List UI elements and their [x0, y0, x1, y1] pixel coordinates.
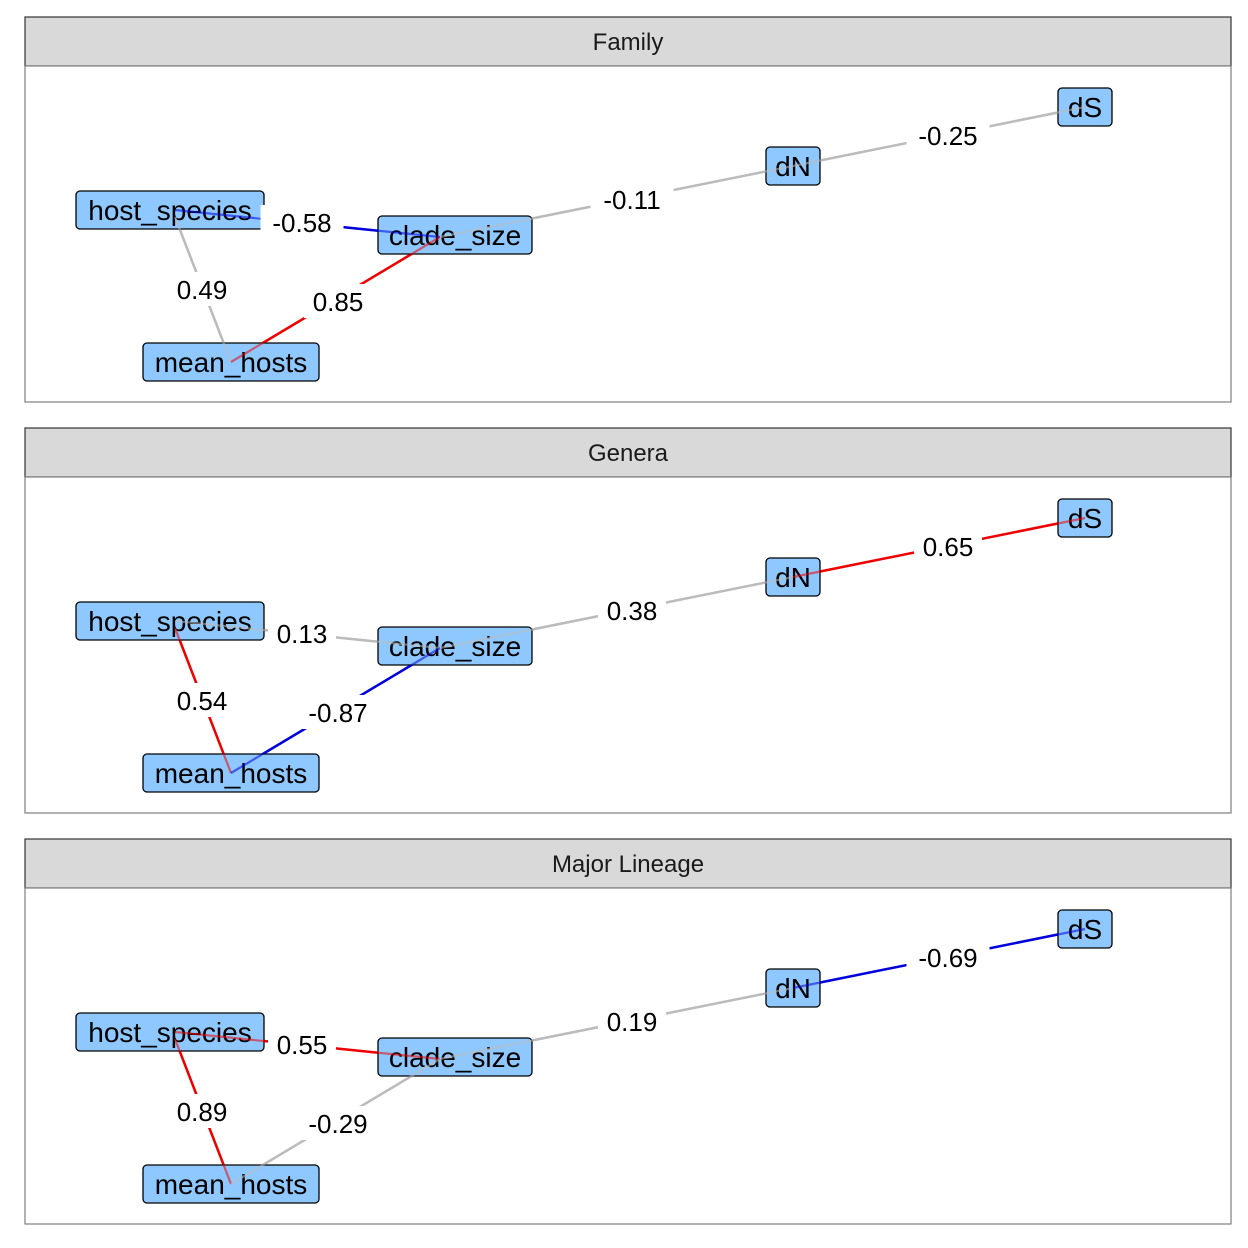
node-box-host_species [75, 1012, 265, 1052]
edge-label-bg [304, 284, 372, 318]
panel-major-lineage: Major Lineagehost_speciesclade_sizemean_… [24, 838, 1232, 1225]
edge-label-bg [168, 1094, 236, 1128]
edge-label-host_species-mean_hosts: 0.89 [177, 1097, 228, 1127]
edge-label-mean_hosts-clade_size: -0.29 [308, 1109, 367, 1139]
node-label-host_species: host_species [88, 606, 251, 637]
edge-label-bg [260, 205, 344, 239]
edge-label-bg [598, 593, 666, 627]
panel-title: Family [593, 29, 664, 56]
node-label-mean_hosts: mean_hosts [155, 1169, 308, 1200]
edge-label-bg [914, 529, 982, 563]
edge-label-clade_size-dN: 0.19 [607, 1007, 658, 1037]
edge-label-mean_hosts-clade_size: 0.85 [313, 287, 364, 317]
edge-label-mean_hosts-clade_size: -0.87 [308, 698, 367, 728]
edge-label-bg [590, 182, 674, 216]
node-box-host_species [75, 601, 265, 641]
panel-genera: Generahost_speciesclade_sizemean_hostsdN… [24, 427, 1232, 814]
panel-title: Major Lineage [552, 851, 704, 878]
edge-label-bg [906, 118, 990, 152]
edge-label-clade_size-dN: 0.38 [607, 596, 658, 626]
edge-label-bg [168, 683, 236, 717]
panel-strip [24, 16, 1232, 67]
edge-label-dN-dS: -0.25 [918, 121, 977, 151]
edge-label-host_species-clade_size: 0.13 [277, 619, 328, 649]
edge-label-host_species-clade_size: 0.55 [277, 1030, 328, 1060]
edge-label-bg [168, 272, 236, 306]
panel-strip [24, 427, 1232, 478]
edge-label-bg [268, 616, 336, 650]
edge-label-bg [268, 1027, 336, 1061]
edge-label-bg [598, 1004, 666, 1038]
edge-label-bg [296, 695, 380, 729]
edge-label-bg [906, 940, 990, 974]
panel-title: Genera [588, 440, 669, 467]
edge-label-host_species-mean_hosts: 0.54 [177, 686, 228, 716]
node-label-mean_hosts: mean_hosts [155, 758, 308, 789]
node-label-host_species: host_species [88, 195, 251, 226]
edge-label-clade_size-dN: -0.11 [603, 185, 660, 215]
edge-label-dN-dS: 0.65 [923, 532, 974, 562]
node-label-host_species: host_species [88, 1017, 251, 1048]
edge-label-host_species-mean_hosts: 0.49 [177, 275, 228, 305]
node-label-mean_hosts: mean_hosts [155, 347, 308, 378]
edge-label-host_species-clade_size: -0.58 [272, 208, 331, 238]
panel-family: Familyhost_speciesclade_sizemean_hostsdN… [24, 16, 1232, 403]
edge-label-bg [296, 1106, 380, 1140]
edge-label-dN-dS: -0.69 [918, 943, 977, 973]
